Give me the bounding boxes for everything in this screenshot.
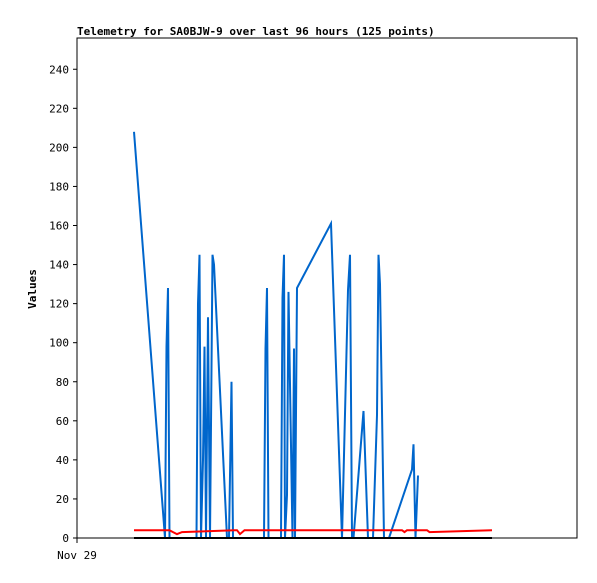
series-line-2 — [134, 529, 493, 536]
y-tick-label: 80 — [56, 376, 69, 389]
y-tick-label: 200 — [49, 141, 69, 154]
x-axis: Nov 29 — [57, 538, 97, 562]
y-tick-label: 160 — [49, 220, 69, 233]
series-line-1 — [133, 131, 419, 539]
y-tick-label: 60 — [56, 415, 69, 428]
y-tick-label: 220 — [49, 102, 69, 115]
y-tick-label: 100 — [49, 337, 69, 350]
plot-frame — [76, 37, 578, 539]
y-tick-label: 20 — [56, 493, 69, 506]
y-tick-label: 0 — [62, 532, 69, 545]
y-axis: 0 20 40 60 80 100 120 140 160 180 200 220 240 — [49, 63, 77, 545]
series-layer — [133, 131, 493, 539]
y-tick-label: 140 — [49, 259, 69, 272]
y-tick-label: 240 — [49, 63, 69, 76]
y-tick-label: 120 — [49, 298, 69, 311]
y-tick-label: 180 — [49, 180, 69, 193]
y-axis-label: Values — [26, 269, 39, 309]
chart-title: Telemetry for SA0BJW-9 over last 96 hour… — [77, 25, 435, 38]
x-tick-label: Nov 29 — [57, 549, 97, 562]
y-tick-label: 40 — [56, 454, 69, 467]
